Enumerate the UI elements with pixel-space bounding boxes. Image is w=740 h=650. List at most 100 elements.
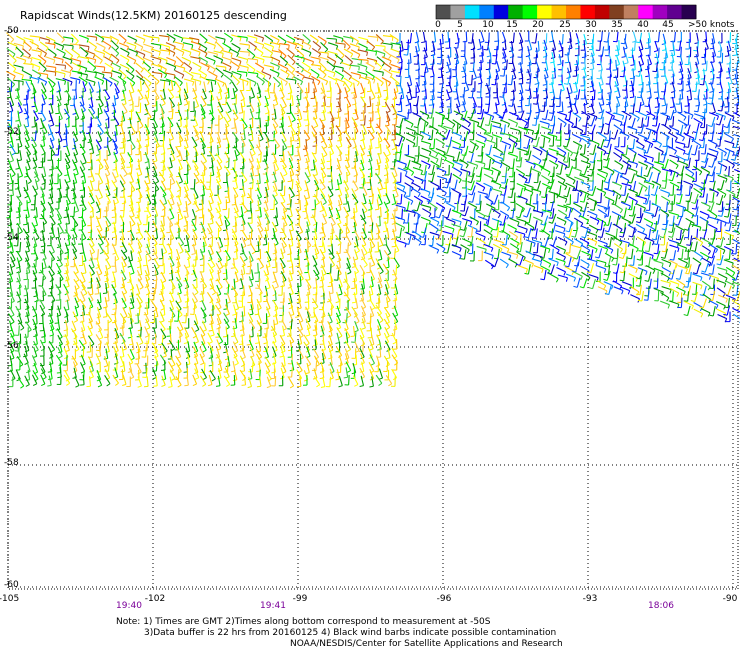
wind-barb [223,312,230,322]
wind-barb-flag [279,355,284,358]
wind-barb [26,305,30,316]
wind-barb [315,221,318,233]
wind-barb [293,76,303,82]
wind-barb-flag [58,173,63,177]
wind-barb [314,228,318,239]
wind-barb [9,165,16,175]
wind-barb-flag [363,252,368,256]
wind-barb-flag [169,138,174,141]
wind-barb-flag [338,293,343,296]
wind-barb-flag [230,38,234,43]
wind-barb [200,104,206,114]
wind-barb [368,199,373,210]
wind-barb [391,172,397,182]
wind-barb [227,192,231,203]
wind-barb [335,234,342,244]
wind-barb [103,158,110,169]
wind-barb [192,374,198,385]
wind-barb [320,158,326,169]
wind-barb-flag [291,54,295,59]
wind-barb [35,334,38,345]
wind-barb-flag [277,83,281,88]
wind-barb-flag [285,81,288,86]
wind-barb [130,263,135,274]
wind-barb [310,56,321,60]
wind-barb [114,327,120,338]
wind-barb-flag [123,173,128,177]
wind-barb [16,222,23,232]
wind-barb-flag [289,139,294,142]
wind-barb [264,234,268,245]
wind-barb-flag [271,173,276,176]
wind-barb [201,152,207,162]
wind-barb [351,188,357,198]
wind-barb [243,374,247,385]
wind-barb [51,165,54,176]
wind-barb-flag [191,253,196,255]
wind-barb-flag [232,313,237,316]
wind-barb [328,248,335,258]
wind-barb [74,297,80,308]
wind-barb [157,68,167,76]
wind-barb [57,222,64,233]
wind-barb [346,257,351,268]
wind-barb [291,178,294,190]
wind-barb [370,186,374,197]
wind-barb [321,368,325,379]
wind-barb [378,292,381,303]
wind-barb [267,256,271,267]
wind-barb-flag [266,385,271,389]
wind-barb-flag [167,147,172,150]
wind-barb [191,220,197,230]
wind-barb-flag [371,46,376,51]
wind-barb [338,194,343,205]
wind-barb [121,256,127,266]
wind-barb [287,54,296,63]
wind-barb [25,180,29,191]
wind-barb [18,284,21,296]
wind-barb-flag [162,362,167,366]
wind-barb-flag [189,52,192,57]
wind-barb [349,43,360,48]
wind-barb [376,199,380,210]
wind-barb [152,123,158,134]
wind-barb-flag [349,83,353,88]
wind-barb [103,77,113,84]
wind-barb [256,158,261,169]
wind-barb [231,57,242,62]
wind-barb [73,271,80,281]
wind-barb [16,87,20,98]
wind-barb [465,31,468,42]
wind-barb [26,151,31,162]
wind-barb [56,328,63,338]
wind-barb [81,255,84,266]
wind-barb [184,248,191,258]
wind-barb [79,143,86,153]
wind-barb-flag [82,162,87,165]
wind-barb-flag [182,44,185,49]
wind-barb [24,375,30,385]
wind-barb [313,376,321,385]
wind-barb [357,63,368,68]
wind-barb [360,305,367,316]
wind-barb [97,264,103,274]
wind-barb [129,215,136,225]
wind-barb [375,374,383,384]
wind-barb [129,172,135,182]
wind-barb [185,124,190,135]
wind-barb [161,284,164,295]
wind-barb-flag [112,140,117,143]
wind-barb [329,362,335,372]
wind-barb [312,298,319,308]
wind-barb [297,270,304,280]
wind-barb-flag [179,217,184,221]
wind-barb [78,34,89,40]
wind-barb [369,96,372,107]
wind-barb [277,35,287,42]
wind-barb [159,79,171,82]
wind-barb [32,305,38,316]
wind-barb-flag [59,231,64,235]
wind-barb [329,368,334,379]
wind-barb [49,130,55,140]
